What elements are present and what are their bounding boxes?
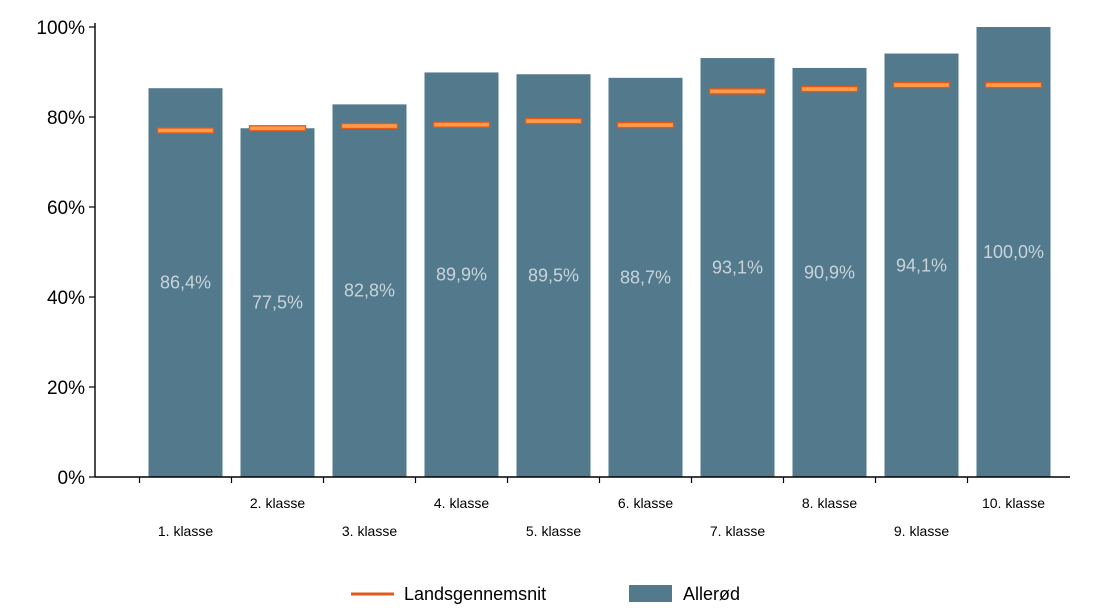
bar <box>332 104 407 478</box>
data-label: 89,9% <box>436 265 487 285</box>
x-tick-label: 10. klasse <box>982 495 1045 511</box>
bar <box>792 67 867 477</box>
y-tick-label: 100% <box>36 18 85 39</box>
legend-landsgennemsnit-label: Landsgennemsnit <box>404 584 546 604</box>
x-tick-label: 3. klasse <box>342 523 397 539</box>
bar <box>516 74 591 477</box>
y-tick-label: 20% <box>47 378 85 399</box>
average-marker <box>340 122 399 130</box>
data-label: 88,7% <box>620 267 671 287</box>
x-tick-label: 4. klasse <box>434 495 489 511</box>
x-tick-label: 5. klasse <box>526 523 581 539</box>
bars-group <box>148 27 1051 478</box>
bar <box>608 77 683 477</box>
data-label: 100,0% <box>983 242 1044 262</box>
bar <box>976 27 1051 477</box>
bar <box>240 128 315 477</box>
data-label: 77,5% <box>252 293 303 313</box>
average-marker <box>156 127 215 134</box>
x-tick-label: 2. klasse <box>250 495 305 511</box>
legend-allerod-swatch <box>629 585 672 602</box>
average-marker <box>892 81 951 89</box>
average-marker <box>248 125 307 132</box>
y-tick-label: 60% <box>47 198 85 219</box>
data-labels-group: 86,4% 77,5% 82,8% 89,9% 89,5% 88,7% 93,1% 90,9%… <box>160 242 1044 313</box>
data-label: 90,9% <box>804 262 855 282</box>
average-marker <box>800 85 859 93</box>
average-marker <box>616 121 675 129</box>
data-label: 94,1% <box>896 255 947 275</box>
data-label: 89,5% <box>528 266 579 286</box>
x-axis-ticks: 1. klasse 2. klasse 3. klasse 4. klasse 5. k… <box>138 477 1045 539</box>
x-tick-label: 7. klasse <box>710 523 765 539</box>
data-label: 86,4% <box>160 273 211 293</box>
legend-allerod-label: Allerød <box>683 584 740 604</box>
y-tick-label: 0% <box>58 468 86 489</box>
x-tick-label: 6. klasse <box>618 495 673 511</box>
legend: Landsgennemsnit Allerød <box>351 584 740 604</box>
x-tick-label: 1. klasse <box>158 523 213 539</box>
average-marker <box>708 88 767 95</box>
bar <box>884 53 959 478</box>
data-label: 93,1% <box>712 258 763 278</box>
bar <box>148 88 223 477</box>
axes-group <box>94 23 1070 478</box>
x-tick-label: 8. klasse <box>802 495 857 511</box>
x-tick-label: 9. klasse <box>894 523 949 539</box>
bar <box>700 58 775 478</box>
y-axis-ticks: 0% 20% 40% 60% 80% 100% <box>36 18 95 489</box>
average-marker <box>984 81 1043 89</box>
average-marker <box>432 121 491 128</box>
data-label: 82,8% <box>344 281 395 301</box>
y-tick-label: 40% <box>47 288 85 309</box>
markers-group <box>156 81 1043 134</box>
bar <box>424 72 499 477</box>
y-tick-label: 80% <box>47 108 85 129</box>
average-marker <box>524 117 583 125</box>
